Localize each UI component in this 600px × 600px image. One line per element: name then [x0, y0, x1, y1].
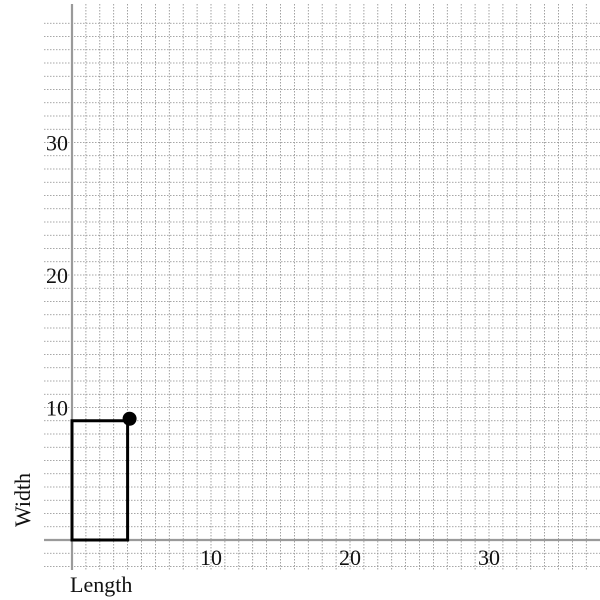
- y-axis-title: Width: [10, 473, 35, 527]
- grid-lines: [44, 4, 600, 570]
- x-tick-label: 20: [339, 545, 361, 570]
- drag-handle-point[interactable]: [122, 411, 137, 426]
- x-tick-label: 30: [478, 545, 500, 570]
- x-axis-title: Length: [70, 572, 132, 597]
- x-tick-label: 10: [200, 545, 222, 570]
- y-tick-label: 10: [46, 396, 68, 421]
- tick-labels: 10 20 30 10 20 30: [46, 131, 500, 571]
- rectangle-shape: [70, 419, 130, 542]
- y-tick-label: 20: [46, 263, 68, 288]
- y-tick-label: 30: [46, 131, 68, 156]
